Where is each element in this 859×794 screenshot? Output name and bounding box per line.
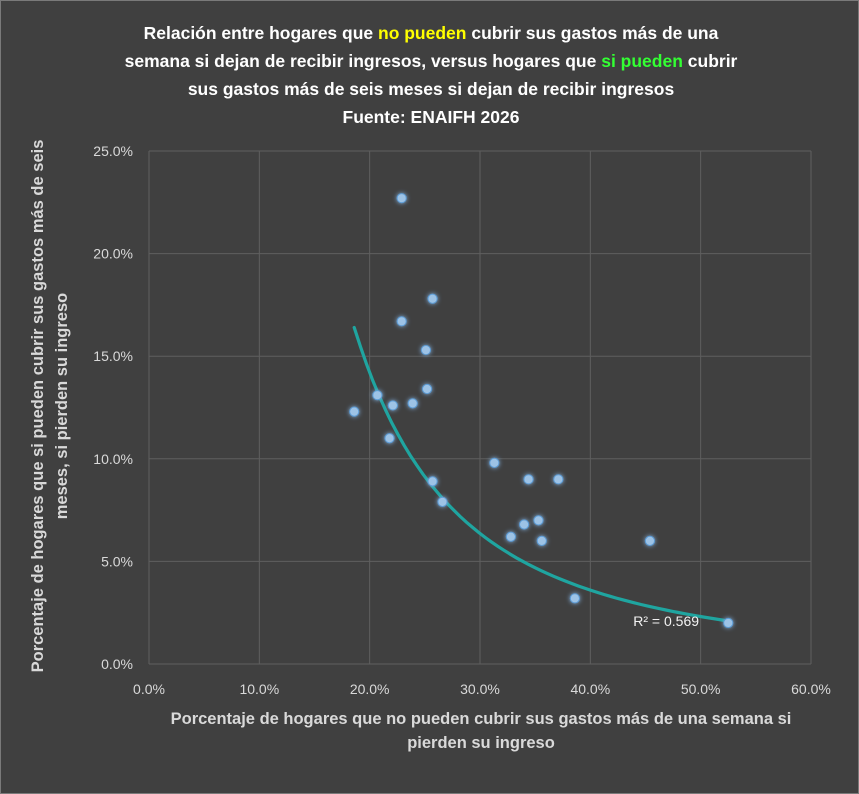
data-point [420, 344, 432, 356]
data-point [644, 535, 656, 546]
x-tick-label: 30.0% [460, 681, 500, 697]
data-point [536, 535, 547, 546]
data-points [349, 193, 734, 629]
data-point [372, 390, 383, 401]
data-point [396, 316, 407, 327]
data-point [723, 617, 734, 629]
data-point [396, 193, 407, 204]
r-squared-label: R² = 0.569 [633, 613, 699, 629]
data-point [427, 476, 438, 487]
data-point [407, 398, 418, 409]
title-line: sus gastos más de seis meses si dejan de… [61, 75, 801, 103]
data-point [533, 515, 544, 526]
data-point [553, 474, 564, 485]
data-point [569, 593, 580, 604]
chart-title: Relación entre hogares que no pueden cub… [61, 19, 801, 131]
y-tick-label: 0.0% [101, 656, 133, 672]
y-tick-label: 25.0% [93, 143, 133, 159]
title-segment: cubrir sus gastos más de una [466, 23, 719, 43]
title-segment: cubrir [682, 51, 738, 71]
title-segment: semana si dejan de recibir ingresos, ver… [124, 51, 602, 71]
data-point [427, 293, 438, 304]
title-segment: sus gastos más de seis meses si dejan de… [187, 79, 675, 99]
y-tick-label: 15.0% [93, 348, 133, 364]
title-line: Fuente: ENAIFH 2026 [61, 103, 801, 131]
x-tick-label: 20.0% [350, 681, 390, 697]
title-line: semana si dejan de recibir ingresos, ver… [61, 47, 801, 75]
data-point [384, 433, 395, 444]
data-point [387, 400, 398, 411]
data-point [505, 531, 516, 542]
trendline-path [352, 325, 730, 623]
y-axis-title: Porcentaje de hogares que si pueden cubr… [29, 139, 71, 673]
x-axis-tick-labels: 0.0% 10.0% 20.0% 30.0% 40.0% 50.0% 60.0% [133, 681, 831, 697]
y-axis-tick-labels: 0.0% 5.0% 10.0% 15.0% 20.0% 25.0% [93, 143, 133, 672]
gridlines [148, 150, 812, 665]
data-point [349, 406, 360, 417]
title-segment: Relación entre hogares que [143, 23, 378, 43]
title-segment: si pueden [601, 51, 683, 71]
title-line: Relación entre hogares que no pueden cub… [61, 19, 801, 47]
data-point [489, 457, 500, 469]
x-tick-label: 50.0% [681, 681, 721, 697]
data-point [523, 474, 534, 485]
trendline [352, 325, 730, 623]
x-tick-label: 0.0% [133, 681, 165, 697]
y-tick-label: 20.0% [93, 246, 133, 262]
x-axis-title: Porcentaje de hogares que no pueden cubr… [170, 710, 792, 752]
data-point [519, 519, 530, 530]
x-tick-label: 40.0% [570, 681, 610, 697]
title-segment: no pueden [378, 23, 467, 43]
data-point [421, 383, 433, 395]
x-tick-label: 10.0% [239, 681, 279, 697]
title-segment: Fuente: ENAIFH 2026 [342, 107, 520, 127]
y-tick-label: 10.0% [93, 451, 133, 467]
data-point [437, 496, 448, 507]
x-tick-label: 60.0% [791, 681, 831, 697]
y-tick-label: 5.0% [101, 553, 133, 569]
